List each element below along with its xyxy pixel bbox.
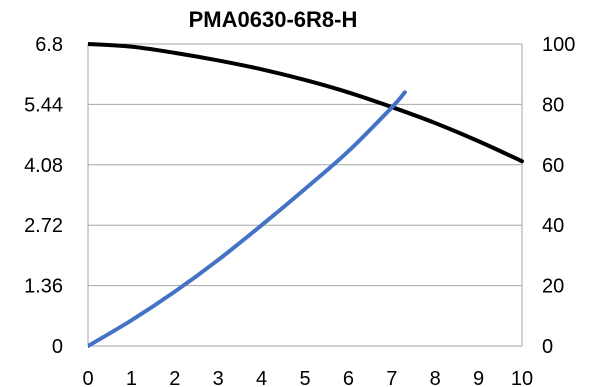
y2-tick-label-4: 80 bbox=[542, 94, 564, 116]
x-tick-label-7: 7 bbox=[386, 368, 397, 387]
x-tick-label-0: 0 bbox=[82, 368, 93, 387]
y2-tick-label-2: 40 bbox=[542, 215, 564, 237]
x-tick-label-4: 4 bbox=[256, 368, 267, 387]
y-tick-label-0: 0 bbox=[52, 336, 63, 358]
y2-tick-label-1: 20 bbox=[542, 276, 564, 298]
y-tick-label-1: 1.36 bbox=[24, 276, 63, 298]
series-line-0 bbox=[88, 42, 524, 164]
x-tick-label-3: 3 bbox=[213, 368, 224, 387]
x-tick-label-2: 2 bbox=[169, 368, 180, 387]
y-tick-label-2: 2.72 bbox=[24, 215, 63, 237]
grid bbox=[88, 43, 522, 347]
x-tick-label-1: 1 bbox=[126, 368, 137, 387]
y2-tick-label-3: 60 bbox=[542, 155, 564, 177]
y2-tick-label-0: 0 bbox=[542, 336, 553, 358]
x-tick-label-6: 6 bbox=[343, 368, 354, 387]
y2-tick-label-5: 100 bbox=[542, 34, 575, 56]
series-line-1 bbox=[88, 90, 407, 348]
series bbox=[88, 42, 524, 348]
y-tick-label-3: 4.08 bbox=[24, 155, 63, 177]
x-tick-label-5: 5 bbox=[299, 368, 310, 387]
y-tick-label-4: 5.44 bbox=[24, 94, 63, 116]
x-tick-label-10: 10 bbox=[511, 368, 533, 387]
x-tick-label-9: 9 bbox=[473, 368, 484, 387]
y-tick-label-5: 6.8 bbox=[35, 34, 63, 56]
x-tick-label-8: 8 bbox=[430, 368, 441, 387]
chart-title: PMA0630-6R8-H bbox=[189, 7, 358, 32]
axes bbox=[87, 44, 523, 347]
tick-labels: 0 1.36 2.72 4.08 5.44 6.8 0 20 40 60 80 100 0 1 2 3 4 5 6 7… bbox=[24, 34, 575, 387]
